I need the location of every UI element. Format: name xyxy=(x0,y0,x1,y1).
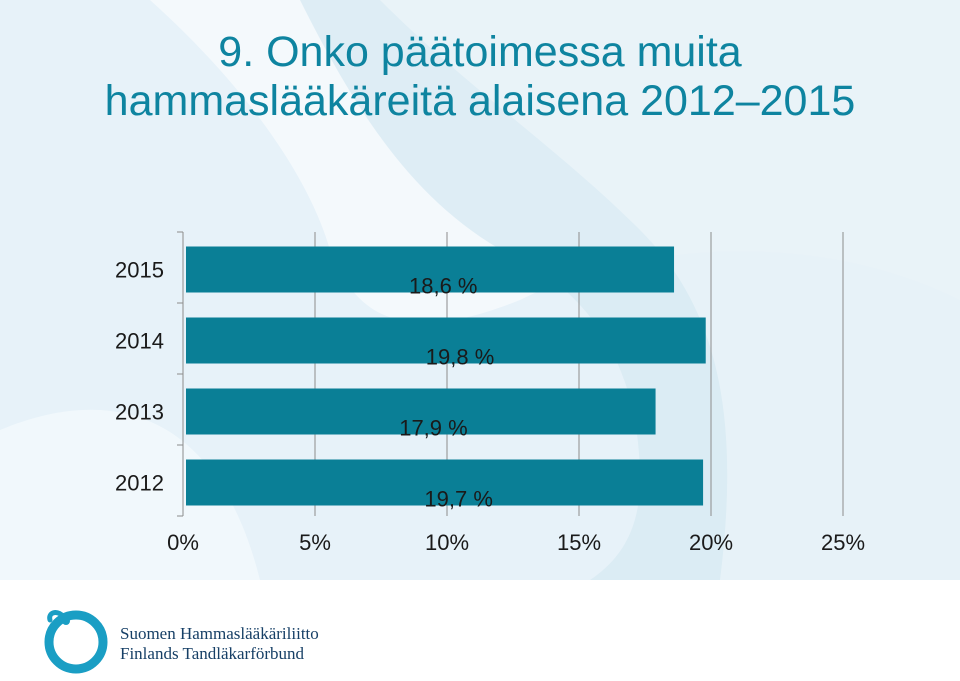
category-label: 2014 xyxy=(115,329,164,354)
x-tick-label: 0% xyxy=(167,530,199,555)
bar-chart: 18,6 %19,8 %17,9 %19,7 % 201520142013201… xyxy=(115,231,865,555)
bar xyxy=(186,459,704,506)
category-label: 2012 xyxy=(115,471,164,496)
footer xyxy=(0,580,960,681)
bar xyxy=(186,388,656,435)
chart-bars xyxy=(186,246,706,506)
chart-axis xyxy=(177,231,184,517)
title-line-1: 9. Onko päätoimessa muita xyxy=(218,28,742,76)
chart-category-labels: 2015 2014 2013 2012 xyxy=(115,258,164,496)
bar-data-label: 17,9 % xyxy=(399,416,468,441)
chart-x-tick-labels: 0% 5% 10% 15% 20% 25% xyxy=(167,530,865,555)
bar xyxy=(186,317,706,364)
category-label: 2015 xyxy=(115,258,164,283)
bar xyxy=(186,246,675,293)
page-title: 9. Onko päätoimessa muita hammaslääkärei… xyxy=(0,28,960,126)
bar-data-label: 19,7 % xyxy=(424,487,493,512)
organization-name: Suomen Hammaslääkäriliitto Finlands Tand… xyxy=(120,624,319,664)
x-tick-label: 10% xyxy=(425,530,469,555)
bar-data-label: 18,6 % xyxy=(409,274,478,299)
x-tick-label: 25% xyxy=(821,530,865,555)
title-line-2: hammaslääkäreitä alaisena 2012–2015 xyxy=(104,77,856,125)
org-name-swedish: Finlands Tandläkarförbund xyxy=(120,644,305,663)
x-tick-label: 20% xyxy=(689,530,733,555)
swan-circle-logo-icon xyxy=(44,610,108,674)
bar-data-label: 19,8 % xyxy=(426,345,495,370)
chart-data-labels: 18,6 % 19,8 % 17,9 % 19,7 % xyxy=(399,274,494,512)
x-tick-label: 5% xyxy=(299,530,331,555)
x-tick-label: 15% xyxy=(557,530,601,555)
category-label: 2013 xyxy=(115,400,164,425)
org-name-finnish: Suomen Hammaslääkäriliitto xyxy=(120,624,319,643)
